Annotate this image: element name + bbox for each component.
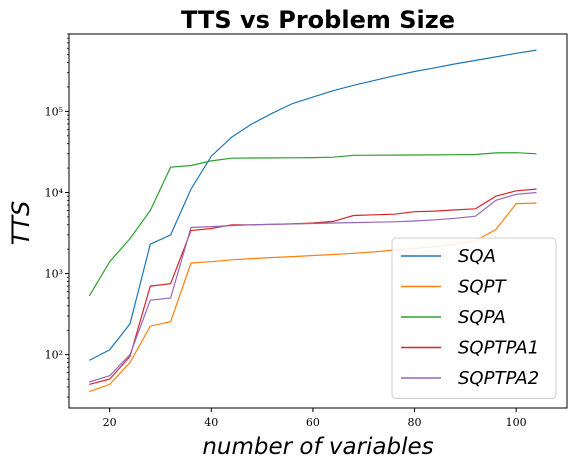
x-axis-label: number of variables	[202, 434, 433, 460]
y-tick-label: 10⁵	[45, 105, 63, 118]
legend-label: SQPTPA2	[458, 368, 539, 389]
chart-title: TTS vs Problem Size	[181, 6, 455, 34]
legend: SQA SQPT SQPA SQPTPA1 SQPTPA2	[391, 237, 557, 399]
ticks-layer: 20 40 60 80 100 10² 10³ 10⁴ 10⁵	[45, 33, 527, 429]
series-line-sqa	[89, 49, 537, 361]
x-tick-label: 40	[204, 416, 218, 429]
y-tick-label: 10²	[45, 349, 63, 362]
y-axis-label: TTS	[7, 201, 35, 246]
series-layer	[88, 49, 537, 393]
x-tick-label: 100	[506, 416, 527, 429]
y-tick-label: 10³	[45, 268, 63, 281]
plot-frame	[68, 33, 568, 409]
legend-label: SQPTPA1	[458, 338, 539, 359]
series-line-sqptpa2	[89, 191, 537, 383]
x-tick-label: 20	[103, 416, 117, 429]
y-tick-label: 10⁴	[45, 186, 64, 199]
legend-label: SQPA	[458, 307, 506, 328]
x-tick-label: 80	[408, 416, 422, 429]
legend-label: SQA	[458, 246, 496, 267]
legend-box	[391, 237, 557, 399]
series-line-sqpa	[88, 152, 537, 297]
legend-label: SQPT	[458, 277, 507, 298]
x-tick-label: 60	[306, 416, 320, 429]
